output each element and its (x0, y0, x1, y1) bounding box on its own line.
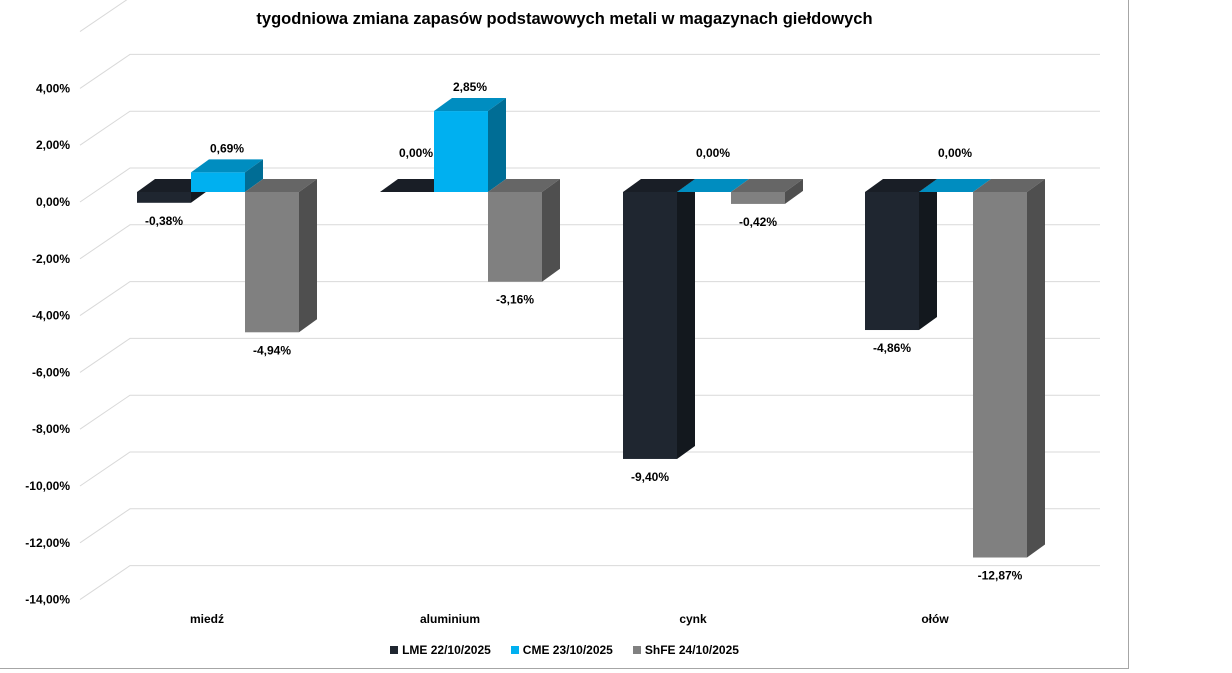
data-label: 0,00% (938, 146, 972, 160)
y-tick-label: -8,00% (32, 422, 70, 436)
y-tick-label: 0,00% (36, 195, 70, 209)
y-tick-label: -6,00% (32, 365, 70, 379)
x-tick-label: cynk (679, 612, 707, 626)
data-label: -0,38% (145, 214, 183, 228)
bar (488, 192, 542, 282)
data-label: -3,16% (496, 293, 534, 307)
bar (191, 172, 245, 192)
gridline (79, 508, 1100, 544)
bar-side (299, 179, 317, 333)
y-tick-label: -10,00% (25, 479, 70, 493)
gridline (79, 451, 1100, 487)
bar-side (542, 179, 560, 282)
legend: LME 22/10/2025 CME 23/10/2025 ShFE 24/10/2… (0, 643, 1129, 657)
y-tick-label: -2,00% (32, 252, 70, 266)
bar (865, 192, 919, 331)
x-tick-label: ołów (921, 612, 949, 626)
gridline (79, 0, 128, 33)
chart-frame (0, 0, 1129, 669)
data-label: -0,42% (739, 215, 777, 229)
bar-side (245, 159, 263, 192)
legend-item: LME 22/10/2025 (390, 643, 491, 657)
y-tick-label: 4,00% (36, 81, 70, 95)
gridline (79, 167, 1100, 203)
legend-label: LME 22/10/2025 (402, 643, 491, 657)
gridline (79, 394, 1100, 430)
data-label: -4,94% (253, 343, 291, 357)
bar (137, 192, 191, 203)
legend-item: ShFE 24/10/2025 (632, 643, 739, 657)
bar-top (434, 98, 506, 112)
legend-label: ShFE 24/10/2025 (644, 643, 739, 657)
bar-top (919, 179, 991, 192)
bar-side (1027, 179, 1045, 558)
data-label: -9,40% (631, 470, 669, 484)
bar-top (731, 179, 803, 192)
bar-top (245, 179, 317, 192)
bar-top (623, 179, 695, 192)
bar (623, 192, 677, 459)
bar-top (488, 179, 560, 192)
bar-top (191, 159, 263, 173)
gridline (79, 565, 1100, 601)
bar-top (973, 179, 1045, 192)
chart-title: tygodniowa zmiana zapasów podstawowych m… (256, 10, 873, 28)
bar-side (488, 98, 506, 192)
bar-side (785, 179, 803, 204)
legend-swatch (390, 646, 399, 654)
y-tick-label: -12,00% (25, 536, 70, 550)
x-tick-label: aluminium (420, 612, 480, 626)
bar-top (865, 179, 937, 192)
bar-side (677, 179, 695, 459)
gridline (79, 224, 1100, 260)
data-label: 0,00% (399, 146, 433, 160)
bar (731, 192, 785, 204)
gridline (79, 281, 1100, 317)
data-label: 2,85% (453, 80, 487, 94)
bar-side (919, 179, 937, 331)
gridline (79, 110, 1100, 146)
y-tick-label: 2,00% (36, 138, 70, 152)
data-label: -12,87% (978, 569, 1023, 583)
data-label: -4,86% (873, 341, 911, 355)
bar (434, 111, 488, 192)
data-label: 0,00% (696, 146, 730, 160)
y-tick-label: -14,00% (25, 593, 70, 607)
legend-swatch (632, 646, 641, 654)
legend-swatch (510, 646, 519, 654)
legend-label: CME 23/10/2025 (522, 643, 613, 657)
gridline (79, 53, 1100, 89)
legend-item: CME 23/10/2025 (510, 643, 613, 657)
bar (245, 192, 299, 333)
bar-top (677, 179, 749, 192)
bar (973, 192, 1027, 558)
data-label: 0,69% (210, 141, 244, 155)
x-tick-label: miedź (190, 612, 224, 626)
gridline (79, 337, 1100, 373)
y-tick-label: -4,00% (32, 309, 70, 323)
